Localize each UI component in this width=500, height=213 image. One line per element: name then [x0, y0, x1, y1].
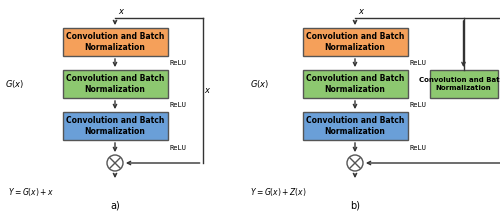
Text: a): a) — [110, 200, 120, 210]
Text: ReLU: ReLU — [170, 102, 186, 108]
Text: Convolution and Batch
Normalization: Convolution and Batch Normalization — [306, 32, 404, 52]
FancyBboxPatch shape — [62, 112, 168, 140]
Text: Convolution and Batch
Normalization: Convolution and Batch Normalization — [306, 116, 404, 136]
FancyBboxPatch shape — [302, 28, 408, 56]
FancyBboxPatch shape — [302, 70, 408, 98]
Text: $x$: $x$ — [118, 7, 125, 16]
Text: ReLU: ReLU — [170, 60, 186, 66]
Text: Convolution and Batch
Normalization: Convolution and Batch Normalization — [66, 74, 164, 94]
FancyBboxPatch shape — [430, 70, 498, 98]
Text: ReLU: ReLU — [170, 144, 186, 151]
Text: $Y = G(x) + x$: $Y = G(x) + x$ — [8, 186, 54, 198]
Text: Convolution and Batch
Normalization: Convolution and Batch Normalization — [418, 77, 500, 91]
FancyBboxPatch shape — [302, 112, 408, 140]
FancyBboxPatch shape — [62, 28, 168, 56]
Text: $G(x)$: $G(x)$ — [5, 78, 24, 90]
Text: ReLU: ReLU — [410, 60, 426, 66]
Text: $x$: $x$ — [358, 7, 365, 16]
Text: ReLU: ReLU — [410, 102, 426, 108]
Text: $Y = G(x) + Z(x)$: $Y = G(x) + Z(x)$ — [250, 186, 307, 198]
Text: $G(x)$: $G(x)$ — [250, 78, 270, 90]
Text: Convolution and Batch
Normalization: Convolution and Batch Normalization — [66, 116, 164, 136]
Text: b): b) — [350, 200, 360, 210]
FancyBboxPatch shape — [62, 70, 168, 98]
Text: Convolution and Batch
Normalization: Convolution and Batch Normalization — [66, 32, 164, 52]
Circle shape — [107, 155, 123, 171]
Circle shape — [347, 155, 363, 171]
Text: ReLU: ReLU — [410, 144, 426, 151]
Text: $x$: $x$ — [204, 86, 212, 95]
Text: Convolution and Batch
Normalization: Convolution and Batch Normalization — [306, 74, 404, 94]
